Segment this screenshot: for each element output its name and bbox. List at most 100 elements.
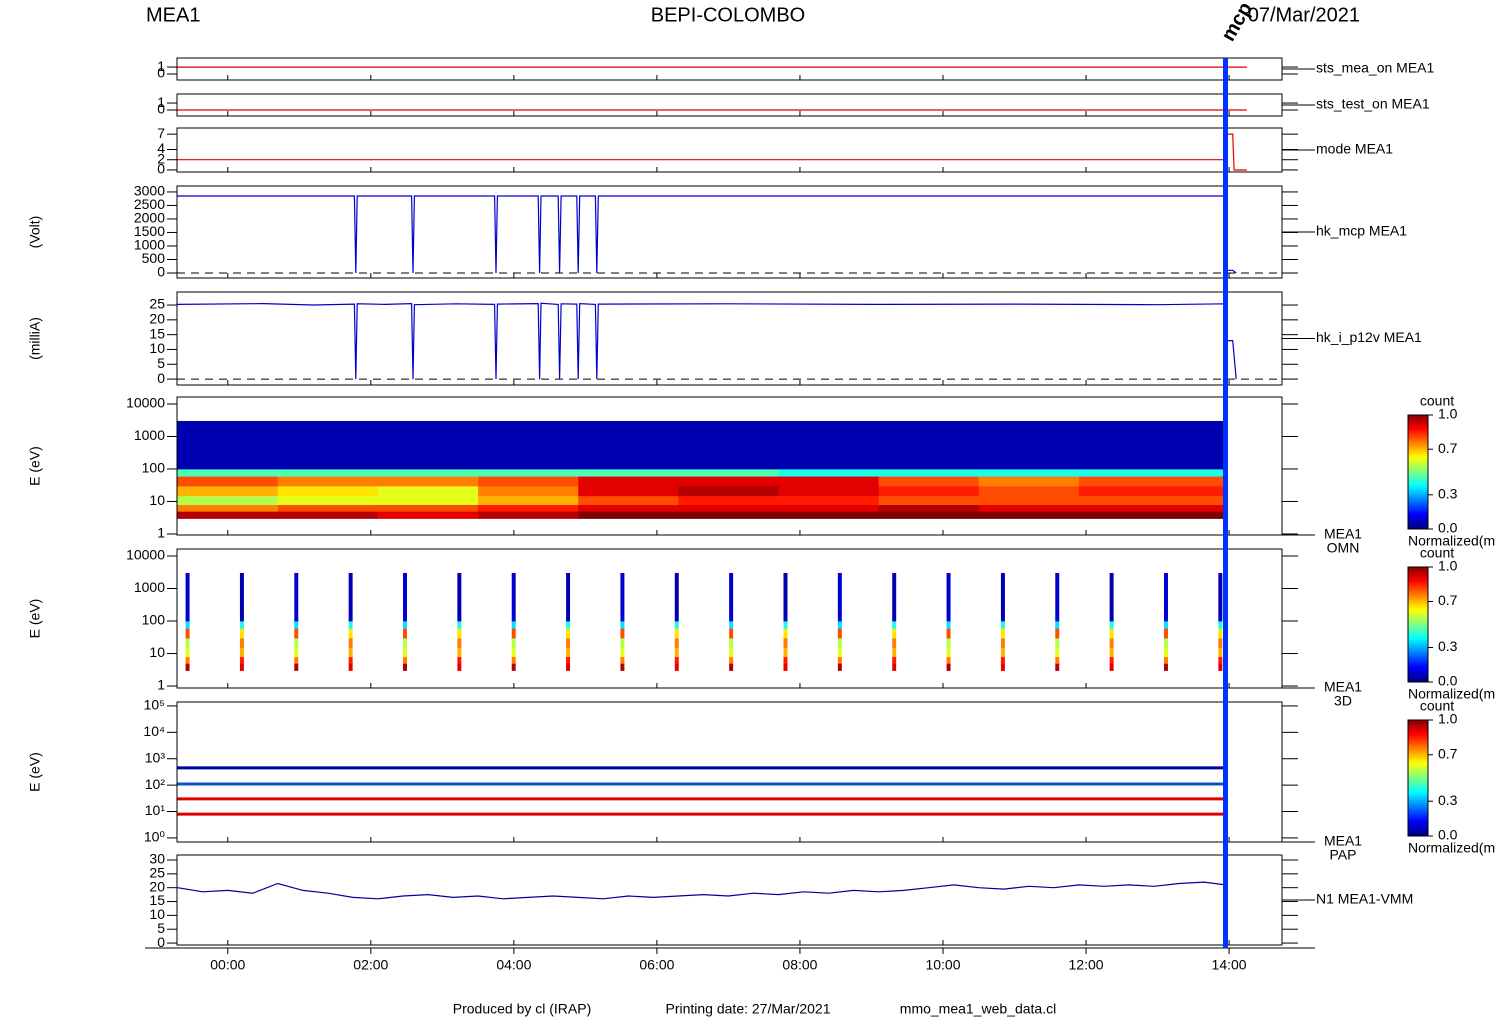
colorbar-step: [1408, 760, 1428, 764]
colorbar-step: [1408, 630, 1428, 633]
colorbar-step: [1408, 787, 1428, 791]
colorbar-step: [1408, 641, 1428, 645]
colorbar-label: Normalized(m: [1408, 533, 1495, 549]
heatmap-cell: [403, 647, 407, 658]
heatmap-cell: [978, 476, 1080, 487]
colorbar-step: [1408, 578, 1428, 581]
colorbar-step: [1408, 483, 1428, 486]
y-tick-label: 0: [157, 101, 165, 117]
panel-label: MEA1: [1324, 679, 1362, 695]
colorbar-step: [1408, 453, 1428, 456]
heatmap-cell: [1078, 476, 1226, 487]
colorbar-step: [1408, 731, 1428, 735]
y-axis-label: E (eV): [27, 599, 43, 639]
colorbar-tick-label: 0.3: [1438, 638, 1458, 654]
colorbar-step: [1408, 479, 1428, 482]
colorbar-title: count: [1420, 698, 1454, 714]
heatmap-cell: [578, 504, 679, 512]
heatmap-cell: [239, 656, 244, 664]
colorbar-step: [1408, 599, 1428, 602]
colorbar-tick-label: 0.0: [1438, 520, 1458, 536]
colorbar-step: [1408, 636, 1428, 639]
heatmap-cell: [878, 476, 980, 487]
heatmap-cell: [729, 621, 734, 629]
colorbar-step: [1408, 567, 1428, 570]
panel-plot: [177, 133, 1247, 171]
colorbar-step: [1408, 591, 1428, 595]
colorbar-step: [1408, 814, 1428, 818]
heatmap-cell: [1000, 663, 1005, 671]
colorbar-step: [1408, 766, 1428, 769]
heatmap-cell: [277, 485, 379, 497]
footer-file: mmo_mea1_web_data.cl: [900, 1001, 1056, 1017]
colorbar-step: [1408, 416, 1428, 420]
colorbar-step: [1408, 464, 1428, 467]
colorbar-step: [1408, 458, 1428, 462]
heatmap-cell: [1000, 656, 1005, 664]
colorbar-step: [1408, 820, 1428, 823]
panel-label: mode MEA1: [1316, 141, 1393, 157]
heatmap-cell: [892, 656, 897, 664]
heatmap-cell: [239, 638, 244, 649]
heatmap-cell: [403, 656, 407, 664]
heatmap-cell: [674, 628, 679, 639]
colorbar-step: [1408, 521, 1428, 524]
heatmap-cell: [403, 638, 407, 649]
colorbar-step: [1408, 445, 1428, 448]
y-tick-label: 1500: [134, 223, 165, 239]
heatmap-cell: [946, 647, 951, 658]
y-tick-label: 10000: [126, 395, 165, 411]
colorbar-step: [1408, 447, 1428, 450]
heatmap-cell: [403, 572, 407, 622]
colorbar-step: [1408, 639, 1428, 643]
heatmap-cell: [578, 476, 679, 487]
colorbar-step: [1408, 489, 1428, 492]
heatmap-cell: [185, 638, 190, 649]
heatmap-cell: [457, 638, 462, 649]
colorbar-step: [1408, 664, 1428, 668]
colorbar-step: [1408, 477, 1428, 481]
heatmap-cell: [177, 495, 279, 506]
footer-date: Printing date: 27/Mar/2021: [666, 1001, 831, 1017]
colorbar-step: [1408, 745, 1428, 748]
heatmap-cell: [377, 504, 479, 512]
heatmap-cell: [457, 628, 462, 639]
colorbar-step: [1408, 437, 1428, 441]
colorbar-step: [1408, 468, 1428, 471]
heatmap-cell: [1109, 621, 1114, 629]
colorbar-step: [1408, 481, 1428, 484]
heatmap-cell: [1163, 656, 1168, 664]
y-tick-label: 10¹: [145, 802, 166, 818]
heatmap-cell: [566, 638, 571, 649]
heatmap-cell: [778, 495, 880, 506]
colorbar-step: [1408, 660, 1428, 664]
heatmap-cell: [239, 647, 244, 658]
colorbar-step: [1408, 527, 1428, 530]
heatmap-cell: [185, 656, 190, 664]
data-line: [177, 302, 1237, 380]
y-tick-label: 15: [149, 892, 165, 908]
heatmap-cell: [348, 663, 353, 671]
colorbar-step: [1408, 588, 1428, 591]
heatmap-cell: [946, 663, 951, 671]
heatmap-cell: [620, 647, 625, 658]
colorbar-step: [1408, 756, 1428, 760]
colorbar-step: [1408, 570, 1428, 574]
footer-producer: Produced by cl (IRAP): [453, 1001, 592, 1017]
heatmap-cell: [1078, 485, 1226, 497]
heatmap-cell: [566, 628, 571, 639]
heatmap-cell: [511, 572, 516, 622]
colorbar-step: [1408, 770, 1428, 773]
heatmap-cell: [946, 628, 951, 639]
colorbar-step: [1408, 470, 1428, 473]
colorbar-step: [1408, 496, 1428, 500]
colorbar-step: [1408, 443, 1428, 446]
colorbar-step: [1408, 737, 1428, 740]
heatmap-cell: [294, 663, 299, 671]
y-tick-label: 30: [149, 851, 165, 867]
colorbar-step: [1408, 797, 1428, 800]
colorbar-step: [1408, 572, 1428, 576]
colorbar-step: [1408, 824, 1428, 827]
colorbar-step: [1408, 647, 1428, 650]
